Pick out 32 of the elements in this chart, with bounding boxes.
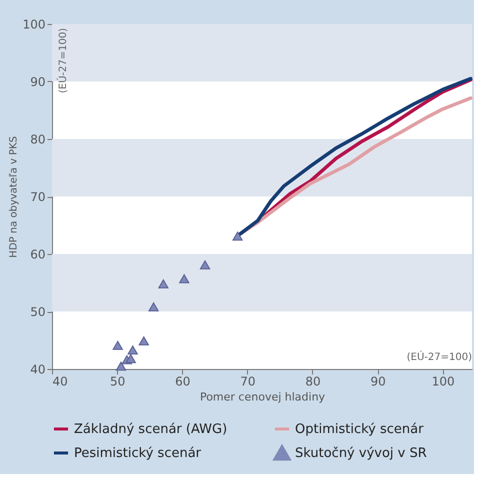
annotation: (EÚ-27=100) xyxy=(406,350,472,363)
x-tick-label: 80 xyxy=(305,374,321,388)
y-tick-label: 70 xyxy=(30,190,46,204)
point xyxy=(116,362,126,371)
x-tick-label: 100 xyxy=(432,374,455,388)
x-tick-label: 70 xyxy=(240,374,256,388)
x-tick-label: 50 xyxy=(110,374,126,388)
y-tick-label: 40 xyxy=(30,362,46,376)
y-tick-label: 100 xyxy=(22,18,46,32)
x-tick-label: 40 xyxy=(52,374,68,388)
point xyxy=(112,340,123,350)
y-tick-label: 50 xyxy=(30,305,46,319)
legend-label: Optimistický scenár xyxy=(295,422,424,437)
point xyxy=(200,260,210,270)
y-axis-title: HDP na obyvateľa v PKS xyxy=(8,136,20,258)
y-tick-label: 90 xyxy=(30,75,46,89)
point xyxy=(138,336,149,346)
point xyxy=(148,302,159,312)
legend-label: Skutočný vývoj v SR xyxy=(295,446,427,461)
x-axis-title: Pomer cenovej hladiny xyxy=(200,390,326,404)
point xyxy=(128,346,138,355)
annotation: (EÚ-27=100) xyxy=(56,28,69,94)
y-tick-label: 80 xyxy=(30,132,46,146)
x-tick-label: 60 xyxy=(175,374,190,388)
point xyxy=(158,279,168,288)
x-tick-label: 90 xyxy=(370,374,386,388)
point xyxy=(126,354,136,364)
point xyxy=(232,232,243,241)
legend-label: Základný scenár (AWG) xyxy=(74,422,228,437)
legend-label: Pesimistický scenár xyxy=(74,446,202,461)
point xyxy=(179,274,190,284)
y-tick-label: 60 xyxy=(30,248,46,262)
